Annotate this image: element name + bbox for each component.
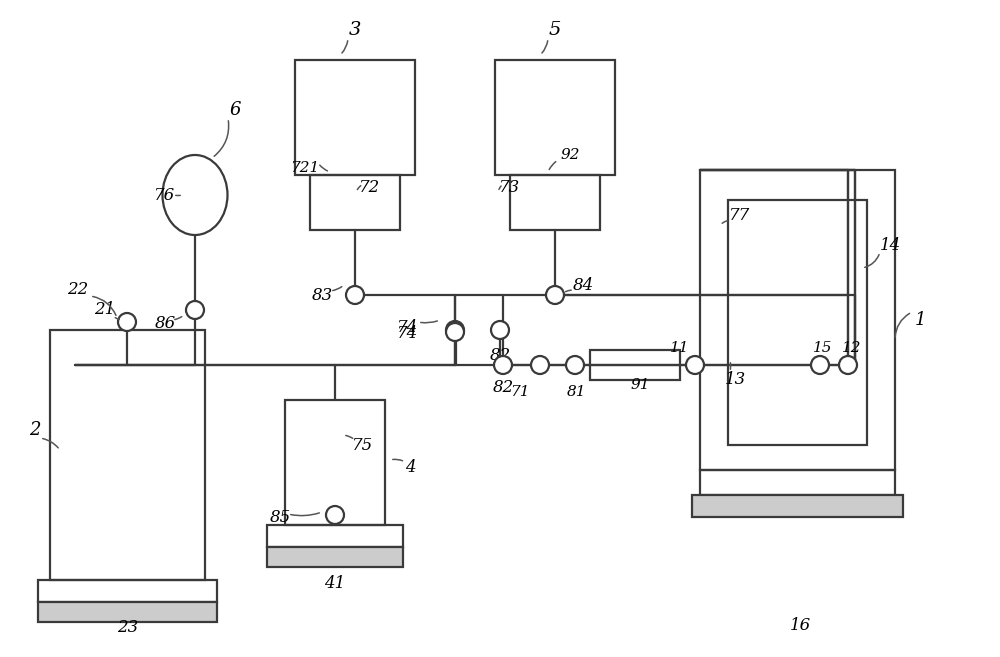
Circle shape [118,313,136,331]
Text: 15: 15 [813,341,833,355]
Text: 75: 75 [352,436,374,453]
Bar [590,350,680,380]
Text: 3: 3 [349,21,361,39]
Text: 84: 84 [572,277,594,294]
Text: 23: 23 [117,618,139,635]
Bar [495,60,615,175]
Bar [38,580,217,602]
Circle shape [566,356,584,374]
Bar [700,170,895,470]
Bar [267,547,403,567]
Bar [728,200,867,445]
Text: 74: 74 [397,319,419,336]
Text: 86: 86 [154,315,176,332]
Text: 92: 92 [560,148,580,162]
Text: 22: 22 [67,281,89,298]
Circle shape [346,286,364,304]
Text: 11: 11 [670,341,690,355]
Text: 74: 74 [397,325,419,342]
Circle shape [446,321,464,339]
Text: 16: 16 [789,616,811,633]
Text: 5: 5 [549,21,561,39]
Circle shape [546,286,564,304]
Bar [700,470,895,495]
Bar [267,525,403,547]
Text: 82: 82 [489,346,511,363]
Text: 13: 13 [724,371,746,388]
Circle shape [186,301,204,319]
Text: 82: 82 [492,378,514,396]
Text: 41: 41 [324,574,346,591]
Bar [310,175,400,230]
Bar [285,400,385,525]
Text: 91: 91 [630,378,650,392]
Bar [38,602,217,622]
Circle shape [326,506,344,524]
Circle shape [494,356,512,374]
Text: 83: 83 [311,286,333,304]
Ellipse shape [162,155,228,235]
Bar [295,60,415,175]
Text: 71: 71 [510,385,530,399]
Circle shape [491,321,509,339]
Text: 76: 76 [154,187,176,204]
Text: 21: 21 [94,302,116,319]
Bar [510,175,600,230]
Text: 72: 72 [359,179,381,196]
Text: 4: 4 [405,459,415,476]
Circle shape [811,356,829,374]
Text: 12: 12 [842,341,862,355]
Bar [692,495,903,517]
Text: 73: 73 [499,179,521,196]
Text: 14: 14 [879,237,901,254]
Text: 2: 2 [29,421,41,439]
Bar [50,330,205,580]
Text: 77: 77 [729,206,751,223]
Circle shape [686,356,704,374]
Circle shape [531,356,549,374]
Text: 81: 81 [567,385,587,399]
Circle shape [446,323,464,341]
Text: 85: 85 [269,509,291,526]
Circle shape [839,356,857,374]
Text: 6: 6 [229,101,241,119]
Text: 1: 1 [914,311,926,329]
Text: 721: 721 [290,161,320,175]
